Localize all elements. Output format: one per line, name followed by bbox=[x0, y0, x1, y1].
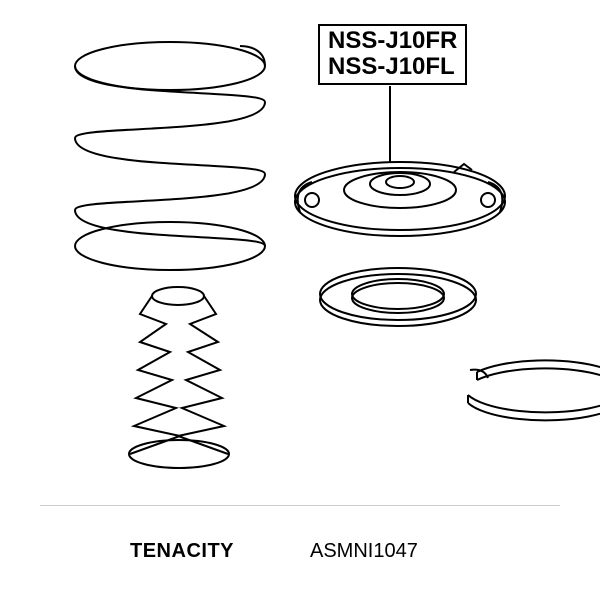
part-callout-box: NSS-J10FR NSS-J10FL bbox=[318, 24, 467, 85]
footer-divider bbox=[40, 505, 560, 506]
brand-label: TENACITY bbox=[130, 540, 234, 563]
spring-seat bbox=[468, 360, 600, 420]
part-callout-line-2: NSS-J10FL bbox=[328, 54, 457, 80]
dust-boot bbox=[129, 287, 229, 468]
part-callout-line-1: NSS-J10FR bbox=[328, 28, 457, 54]
diagram-canvas: NSS-J10FR NSS-J10FL TENACITY ASMNI1047 bbox=[0, 0, 600, 600]
part-number: ASMNI1047 bbox=[310, 540, 418, 563]
bearing-ring bbox=[320, 268, 476, 326]
suspension-diagram bbox=[0, 0, 600, 600]
strut-mount bbox=[295, 162, 505, 236]
coil-spring bbox=[75, 42, 265, 270]
